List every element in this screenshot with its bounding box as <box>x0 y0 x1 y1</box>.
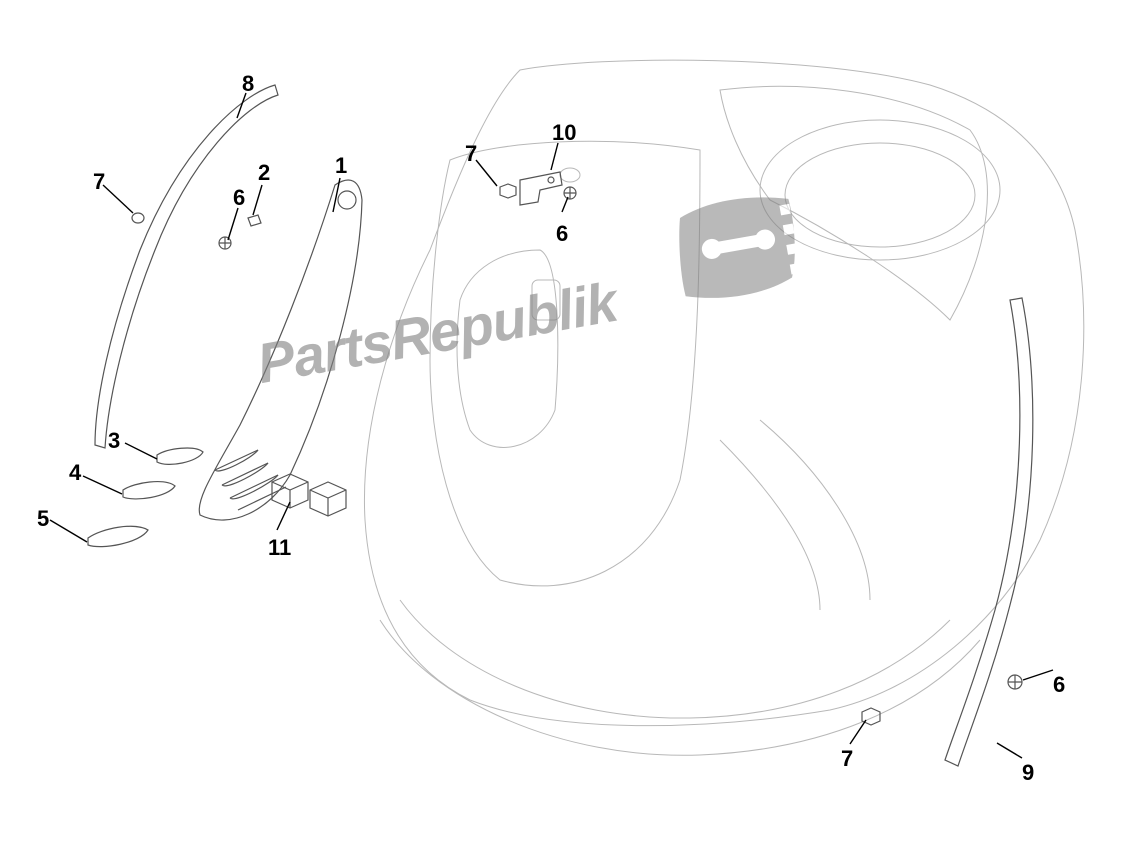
callout-11: 11 <box>268 535 291 561</box>
callout-3: 3 <box>108 428 120 454</box>
callout-9: 9 <box>1022 760 1034 786</box>
callout-4: 4 <box>69 460 81 486</box>
callout-7a: 7 <box>93 169 105 195</box>
callout-7c: 7 <box>841 746 853 772</box>
callout-10: 10 <box>552 120 576 146</box>
callout-5: 5 <box>37 506 49 532</box>
callout-1: 1 <box>335 153 347 179</box>
callout-6c: 6 <box>1053 672 1065 698</box>
callout-6b: 6 <box>556 221 568 247</box>
parts-diagram-canvas: PartsRepublik 12345666777891011 <box>0 0 1130 850</box>
callout-8: 8 <box>242 71 254 97</box>
callout-7b: 7 <box>465 141 477 167</box>
callout-6a: 6 <box>233 185 245 211</box>
callout-2: 2 <box>258 160 270 186</box>
